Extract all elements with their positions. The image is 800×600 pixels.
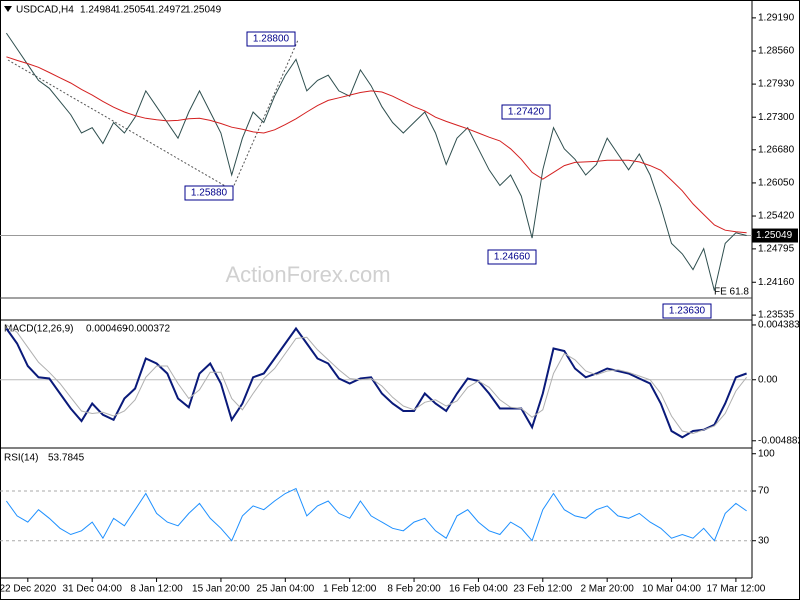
- annotation-label: 1.25880: [191, 188, 228, 199]
- annotation-box: [246, 31, 296, 47]
- y-tick-label: 1.27300: [758, 112, 795, 123]
- annotation-label: 1.28800: [253, 34, 290, 45]
- y-tick-label: 100: [758, 448, 775, 459]
- price-header: USDCAD,H4 1.24984 1.25054 1.24972 1.2504…: [16, 5, 222, 16]
- ohlc-low: 1.24972: [150, 5, 187, 16]
- symbol-icon: [4, 6, 12, 12]
- annotation-box: [487, 249, 537, 265]
- ohlc-open: 1.24984: [80, 5, 117, 16]
- annotation-label: 1.24660: [494, 252, 531, 263]
- y-tick-label: 1.23535: [758, 310, 795, 321]
- y-tick-label: 1.28560: [758, 46, 795, 57]
- series-line: [5, 487, 747, 542]
- annotation-label: 1.27420: [508, 107, 545, 118]
- annotation-label: 1.23630: [669, 306, 706, 317]
- y-tick-label: 0.004383: [758, 320, 800, 331]
- x-tick-label: 15 Jan 20:00: [192, 584, 250, 595]
- series-line: [6, 56, 747, 234]
- y-tick-label: 1.25420: [758, 211, 795, 222]
- annotation-box: [662, 303, 712, 319]
- y-tick-label: 70: [758, 486, 770, 497]
- y-tick-label: 0.00: [758, 374, 778, 385]
- x-tick-label: 8 Jan 12:00: [130, 584, 183, 595]
- last-price-box: [752, 228, 798, 243]
- x-tick-label: 22 Dec 2020: [0, 584, 57, 595]
- x-tick-label: 23 Feb 12:00: [513, 584, 572, 595]
- annotation-box: [184, 185, 234, 201]
- macd-value: 0.000469: [86, 324, 128, 335]
- x-tick-label: 8 Feb 20:00: [387, 584, 441, 595]
- x-tick-label: 16 Feb 04:00: [449, 584, 508, 595]
- x-tick-label: 1 Feb 12:00: [323, 584, 377, 595]
- series-line: [6, 324, 747, 435]
- y-tick-label: 30: [758, 535, 770, 546]
- series-line: [5, 32, 747, 291]
- y-tick-label: 1.24160: [758, 277, 795, 288]
- series-line: [5, 326, 747, 439]
- y-tick-label: 1.26050: [758, 178, 795, 189]
- x-tick-label: 17 Mar 12:00: [706, 584, 765, 595]
- symbol-title: USDCAD,H4: [16, 5, 74, 16]
- y-tick-label: 1.24795: [758, 244, 795, 255]
- macd-signal-value: -0.000372: [125, 324, 170, 335]
- reference-label: FE 61.8: [714, 287, 749, 298]
- rsi-value: 53.7845: [48, 453, 85, 464]
- annotation-box: [501, 104, 551, 120]
- x-tick-label: 31 Dec 04:00: [62, 584, 122, 595]
- y-tick-label: 1.29190: [758, 13, 795, 24]
- macd-header: MACD(12,26,9) 0.000469 -0.000372: [4, 324, 170, 335]
- macd-title: MACD(12,26,9): [4, 324, 73, 335]
- x-tick-label: 2 Mar 20:00: [580, 584, 634, 595]
- x-tick-label: 10 Mar 04:00: [642, 584, 701, 595]
- ohlc-high: 1.25054: [115, 5, 152, 16]
- ohlc-close: 1.25049: [185, 5, 222, 16]
- rsi-header: RSI(14) 53.7845: [4, 453, 85, 464]
- last-price-label: 1.25049: [756, 230, 793, 241]
- y-tick-label: 1.27930: [758, 79, 795, 90]
- watermark: ActionForex.com: [225, 262, 390, 287]
- projection-line: [7, 39, 299, 191]
- x-tick-label: 25 Jan 04:00: [256, 584, 314, 595]
- y-tick-label: -0.004882: [758, 435, 800, 446]
- rsi-title: RSI(14): [4, 453, 38, 464]
- y-tick-label: 1.26680: [758, 144, 795, 155]
